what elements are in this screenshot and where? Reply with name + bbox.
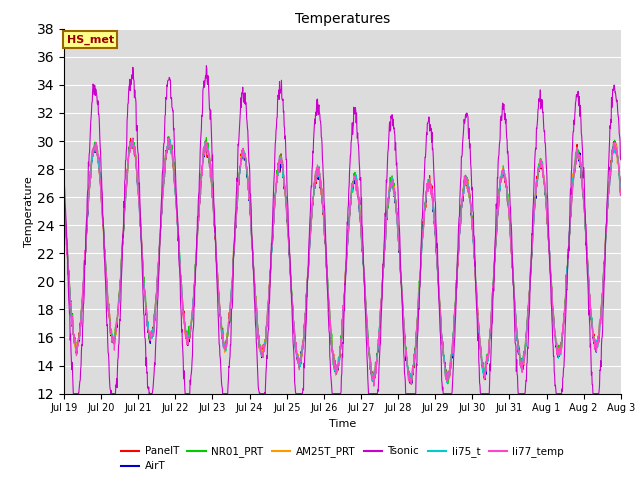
- NR01_PRT: [552, 332, 559, 337]
- AirT: [617, 186, 625, 192]
- li75_t: [552, 332, 559, 338]
- li77_temp: [246, 214, 254, 219]
- Line: AM25T_PRT: AM25T_PRT: [64, 140, 621, 383]
- Tsonic: [247, 199, 255, 204]
- AirT: [60, 204, 68, 209]
- Line: li75_t: li75_t: [64, 140, 621, 383]
- Tsonic: [617, 157, 625, 163]
- AM25T_PRT: [246, 212, 254, 217]
- Tsonic: [171, 152, 179, 157]
- AM25T_PRT: [552, 335, 559, 341]
- li77_temp: [502, 178, 510, 183]
- Text: HS_met: HS_met: [67, 34, 114, 45]
- AM25T_PRT: [129, 137, 137, 143]
- li75_t: [166, 137, 174, 143]
- Tsonic: [552, 383, 559, 388]
- Tsonic: [184, 391, 192, 396]
- NR01_PRT: [165, 134, 173, 140]
- Title: Temperatures: Temperatures: [295, 12, 390, 26]
- Tsonic: [70, 391, 77, 396]
- AM25T_PRT: [617, 189, 625, 195]
- Line: AirT: AirT: [64, 138, 621, 384]
- PanelT: [164, 134, 172, 140]
- li77_temp: [184, 334, 192, 340]
- AM25T_PRT: [407, 380, 415, 386]
- X-axis label: Time: Time: [329, 419, 356, 429]
- li77_temp: [370, 384, 378, 389]
- NR01_PRT: [502, 184, 510, 190]
- PanelT: [246, 213, 254, 218]
- NR01_PRT: [60, 194, 68, 200]
- li75_t: [429, 207, 437, 213]
- PanelT: [502, 179, 510, 184]
- li77_temp: [429, 208, 437, 214]
- AirT: [552, 338, 559, 344]
- NR01_PRT: [246, 216, 254, 221]
- AirT: [502, 185, 510, 191]
- NR01_PRT: [429, 200, 437, 206]
- li75_t: [444, 380, 451, 386]
- li77_temp: [552, 331, 559, 336]
- AirT: [171, 183, 179, 189]
- li75_t: [184, 335, 192, 341]
- AM25T_PRT: [429, 206, 437, 212]
- li75_t: [60, 199, 68, 204]
- NR01_PRT: [617, 186, 625, 192]
- Tsonic: [202, 63, 210, 69]
- Line: li77_temp: li77_temp: [64, 138, 621, 386]
- Tsonic: [502, 125, 510, 131]
- AirT: [129, 135, 137, 141]
- li75_t: [246, 214, 254, 219]
- Line: NR01_PRT: NR01_PRT: [64, 137, 621, 384]
- NR01_PRT: [444, 381, 452, 387]
- AirT: [429, 204, 437, 210]
- AirT: [184, 334, 192, 340]
- Tsonic: [429, 162, 437, 168]
- PanelT: [60, 199, 68, 204]
- AM25T_PRT: [184, 337, 192, 343]
- AM25T_PRT: [60, 194, 68, 200]
- PanelT: [184, 337, 192, 343]
- AM25T_PRT: [171, 186, 179, 192]
- PanelT: [407, 381, 415, 387]
- AirT: [407, 381, 415, 386]
- li75_t: [617, 184, 625, 190]
- Tsonic: [60, 167, 68, 173]
- li77_temp: [171, 183, 179, 189]
- li77_temp: [60, 197, 68, 203]
- Line: PanelT: PanelT: [64, 137, 621, 384]
- Line: Tsonic: Tsonic: [64, 66, 621, 394]
- li77_temp: [165, 135, 173, 141]
- PanelT: [552, 332, 559, 337]
- PanelT: [171, 182, 179, 188]
- AM25T_PRT: [502, 184, 510, 190]
- li75_t: [502, 180, 510, 185]
- AirT: [246, 213, 254, 218]
- PanelT: [429, 206, 437, 212]
- NR01_PRT: [171, 182, 179, 188]
- li75_t: [171, 185, 179, 191]
- Legend: PanelT, AirT, NR01_PRT, AM25T_PRT, Tsonic, li75_t, li77_temp: PanelT, AirT, NR01_PRT, AM25T_PRT, Tsoni…: [120, 446, 564, 471]
- NR01_PRT: [184, 335, 192, 341]
- Y-axis label: Temperature: Temperature: [24, 176, 34, 247]
- li77_temp: [617, 189, 625, 195]
- PanelT: [617, 190, 625, 195]
